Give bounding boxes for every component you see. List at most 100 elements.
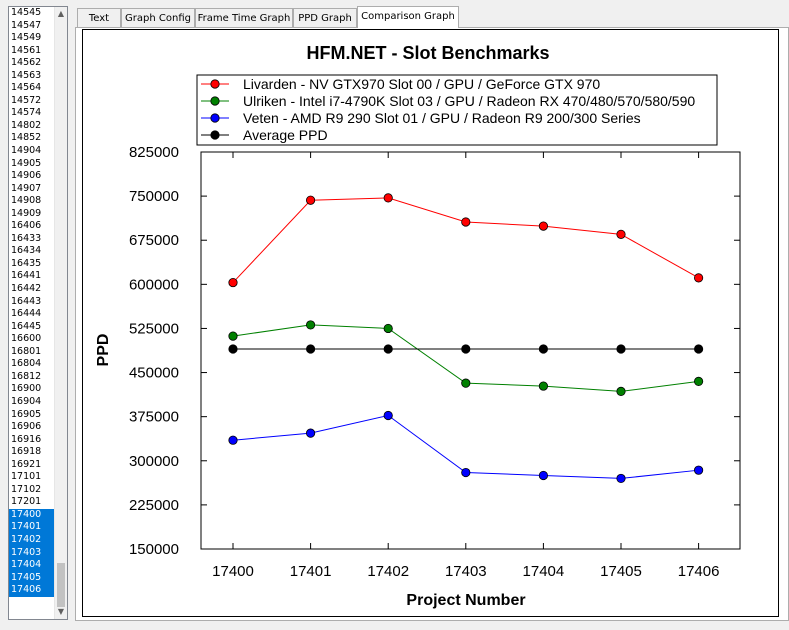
x-tick-label: 17406	[678, 563, 720, 580]
list-item[interactable]: 14563	[11, 69, 42, 81]
legend-marker	[210, 96, 220, 106]
series-point	[383, 193, 393, 203]
x-axis: 17400 17401 17402 17403 17404 17405 17406	[212, 152, 719, 580]
list-item[interactable]: 14909	[11, 207, 42, 219]
list-item[interactable]: 16444	[11, 308, 42, 320]
y-tick-label: 750000	[129, 188, 179, 205]
series-point	[306, 195, 316, 205]
list-item[interactable]: 16445	[11, 320, 42, 332]
tab-comparison-graph[interactable]: Comparison Graph	[357, 6, 459, 28]
tab-frame-time-graph[interactable]: Frame Time Graph	[195, 8, 293, 27]
list-item[interactable]: 16441	[11, 270, 42, 282]
list-item[interactable]: 16434	[11, 245, 42, 257]
y-tick-label: 225000	[129, 497, 179, 514]
x-tick-label: 17402	[367, 563, 409, 580]
series-point	[616, 344, 626, 354]
list-item[interactable]: 16443	[11, 295, 42, 307]
list-item[interactable]: 16801	[11, 345, 42, 357]
series-point	[383, 344, 393, 354]
scroll-down-icon[interactable]: ▼	[57, 607, 65, 616]
list-item[interactable]: 14545	[11, 7, 42, 18]
list-item[interactable]: 17101	[11, 471, 42, 483]
y-tick-label: 150000	[129, 541, 179, 558]
x-tick-label: 17403	[445, 563, 487, 580]
list-item[interactable]: 16921	[11, 458, 42, 470]
x-tick-label: 17401	[290, 563, 332, 580]
x-tick-label: 17404	[523, 563, 565, 580]
series-point	[693, 376, 704, 386]
list-item[interactable]: 16442	[11, 283, 42, 295]
y-axis: 150000 225000 300000 375000 450000 525000 6000…	[129, 144, 740, 558]
list-item[interactable]: 16804	[11, 358, 42, 370]
list-item[interactable]: 17400	[9, 508, 55, 522]
project-listbox[interactable]: 14545 14547 14549 14561 14562 14563 14564 14572…	[8, 6, 68, 620]
list-item[interactable]: 17404	[9, 559, 55, 572]
series-point	[306, 320, 316, 330]
list-item[interactable]: 16812	[11, 370, 42, 382]
scroll-up-icon[interactable]: ▲	[57, 9, 65, 18]
list-item[interactable]: 14908	[11, 195, 42, 207]
list-item[interactable]: 14572	[11, 94, 42, 106]
list-scrollbar[interactable]: ▲ ▼	[54, 7, 67, 619]
list-item[interactable]: 14802	[11, 119, 42, 131]
x-tick-label: 17400	[212, 563, 254, 580]
legend-marker	[210, 113, 220, 123]
series-point	[383, 323, 393, 334]
series-point	[383, 410, 393, 421]
list-item[interactable]: 14907	[11, 182, 42, 194]
legend-marker	[210, 79, 220, 89]
series-point	[538, 381, 548, 391]
scroll-thumb[interactable]	[57, 563, 65, 607]
list-item[interactable]: 14547	[11, 19, 42, 31]
list-item[interactable]: 17402	[9, 533, 55, 547]
list-item[interactable]: 17102	[11, 483, 42, 495]
list-item[interactable]: 17401	[9, 521, 55, 534]
tab-text[interactable]: Text	[77, 8, 121, 27]
list-item[interactable]: 14852	[11, 132, 42, 144]
series-point	[693, 344, 704, 354]
series-point	[228, 344, 238, 354]
list-item[interactable]: 14574	[11, 107, 42, 119]
list-item[interactable]: 17405	[9, 571, 55, 585]
y-tick-label: 675000	[129, 232, 179, 249]
list-item[interactable]: 16406	[11, 220, 42, 232]
y-tick-label: 300000	[129, 453, 179, 470]
series-layer	[228, 193, 704, 484]
plot-area	[200, 151, 741, 550]
series-point	[461, 217, 471, 227]
list-item[interactable]: 14549	[11, 32, 42, 44]
list-item[interactable]: 14906	[11, 170, 42, 182]
series-point	[306, 344, 316, 354]
series-point	[693, 465, 704, 475]
list-item[interactable]: 16916	[11, 433, 42, 445]
tab-graph-config[interactable]: Graph Config	[121, 8, 195, 27]
list-item[interactable]: 17406	[9, 584, 55, 597]
series-point	[228, 277, 238, 288]
list-item[interactable]: 17403	[9, 546, 55, 560]
list-item[interactable]: 16918	[11, 446, 42, 458]
series-point	[461, 467, 471, 478]
list-item[interactable]: 16600	[11, 333, 42, 345]
tab-ppd-graph[interactable]: PPD Graph	[293, 8, 357, 27]
list-item[interactable]: 16904	[11, 395, 42, 407]
legend-label: Average PPD	[243, 127, 328, 143]
list-item[interactable]: 14905	[11, 157, 42, 169]
x-tick-label: 17405	[600, 563, 642, 580]
list-item[interactable]: 17201	[11, 496, 42, 508]
list-item[interactable]: 16433	[11, 232, 42, 244]
list-item[interactable]: 16905	[11, 408, 42, 420]
series-point	[228, 435, 238, 445]
list-item[interactable]: 16900	[11, 383, 42, 395]
series-point	[538, 344, 548, 354]
list-item[interactable]: 14562	[11, 57, 42, 69]
list-item[interactable]: 16906	[11, 421, 42, 433]
list-item[interactable]: 14564	[11, 82, 42, 94]
list-item[interactable]: 16435	[11, 257, 42, 269]
y-tick-label: 450000	[129, 365, 179, 382]
y-tick-label: 525000	[129, 320, 179, 337]
list-item[interactable]: 14904	[11, 145, 42, 157]
y-tick-label: 375000	[129, 409, 179, 426]
y-tick-label: 825000	[129, 144, 179, 161]
list-item[interactable]: 14561	[11, 44, 42, 56]
legend-label: Veten - AMD R9 290 Slot 01 / GPU / Radeo…	[243, 110, 641, 126]
